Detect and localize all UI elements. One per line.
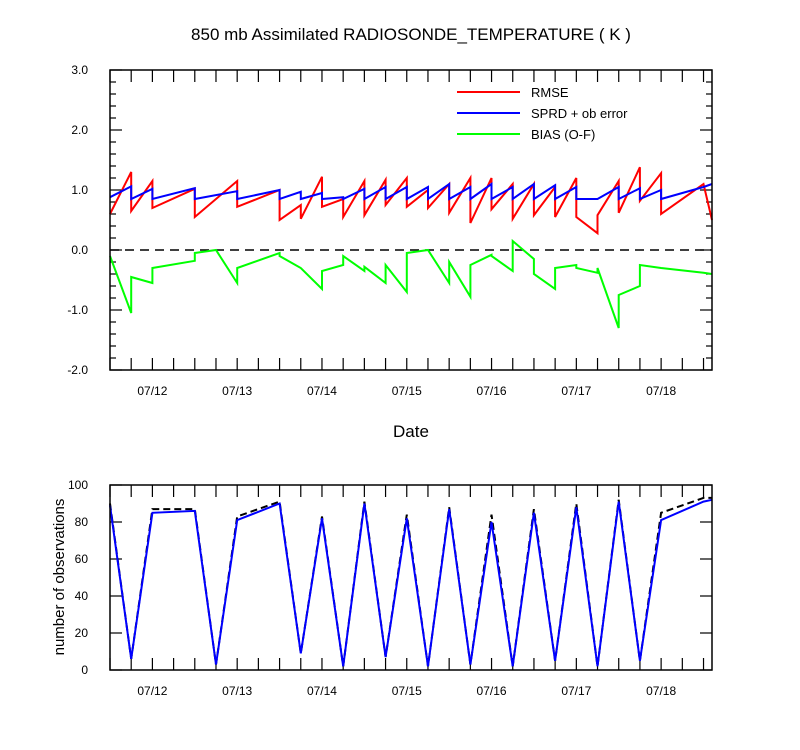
lower-y-tick-labels: 0 20 40 60 80 100: [68, 478, 88, 677]
lower-y-tick-label: 100: [68, 478, 88, 492]
lower-x-tick-label: 07/15: [392, 684, 422, 698]
chart-title: 850 mb Assimilated RADIOSONDE_TEMPERATUR…: [191, 25, 631, 44]
x-axis-label: Date: [393, 422, 429, 441]
legend-label: SPRD + ob error: [531, 106, 628, 121]
upper-x-tick-label: 07/16: [477, 384, 507, 398]
upper-y-tick-label: -2.0: [67, 363, 88, 377]
upper-x-tick-label: 07/14: [307, 384, 337, 398]
lower-y-tick-label: 60: [75, 552, 89, 566]
lower-y-ticks: [110, 484, 712, 671]
lower-x-tick-label: 07/13: [222, 684, 252, 698]
upper-series: [109, 166, 713, 329]
upper-x-tick-label: 07/12: [137, 384, 167, 398]
lower-y-axis-label: number of observations: [51, 499, 68, 656]
upper-x-tick-label: 07/13: [222, 384, 252, 398]
lower-y-tick-label: 80: [75, 515, 89, 529]
upper-series-bias-o-f: [109, 238, 713, 329]
upper-y-tick-label: -1.0: [67, 303, 88, 317]
lower-series-assimilated: [109, 498, 713, 667]
lower-plot-frame: [109, 484, 713, 671]
lower-x-tick-label: 07/17: [561, 684, 591, 698]
lower-y-tick-label: 0: [81, 663, 88, 677]
upper-x-tick-labels: 07/12 07/13 07/14 07/15 07/16 07/17 07/18: [137, 384, 676, 398]
upper-x-tick-label: 07/15: [392, 384, 422, 398]
upper-y-tick-label: 1.0: [71, 183, 88, 197]
legend: RMSE SPRD + ob error BIAS (O-F): [457, 85, 628, 142]
upper-plot-frame: [109, 69, 713, 371]
lower-x-tick-label: 07/16: [477, 684, 507, 698]
upper-x-tick-label: 07/18: [646, 384, 676, 398]
upper-y-tick-label: 0.0: [71, 243, 88, 257]
lower-x-ticks: [109, 485, 705, 670]
upper-y-tick-labels: -2.0 -1.0 0.0 1.0 2.0 3.0: [67, 63, 88, 377]
lower-x-tick-label: 07/14: [307, 684, 337, 698]
upper-y-tick-label: 3.0: [71, 63, 88, 77]
upper-y-tick-label: 2.0: [71, 123, 88, 137]
upper-series-sprd-ob-error: [109, 182, 713, 201]
lower-series: [109, 496, 713, 667]
lower-x-tick-label: 07/12: [137, 684, 167, 698]
lower-y-tick-label: 40: [75, 589, 89, 603]
upper-plot: 07/12 07/13 07/14 07/15 07/16 07/17 07/18 -2.0…: [67, 63, 713, 441]
upper-x-tick-label: 07/17: [561, 384, 591, 398]
lower-x-tick-labels: 07/12 07/13 07/14 07/15 07/16 07/17 07/18: [137, 684, 676, 698]
legend-label: BIAS (O-F): [531, 127, 595, 142]
lower-y-tick-label: 20: [75, 626, 89, 640]
lower-plot: 07/12 07/13 07/14 07/15 07/16 07/17 07/18 0 20 4…: [51, 478, 713, 698]
upper-x-ticks: [109, 70, 705, 370]
legend-label: RMSE: [531, 85, 569, 100]
upper-series-rmse: [109, 166, 713, 236]
lower-x-tick-label: 07/18: [646, 684, 676, 698]
